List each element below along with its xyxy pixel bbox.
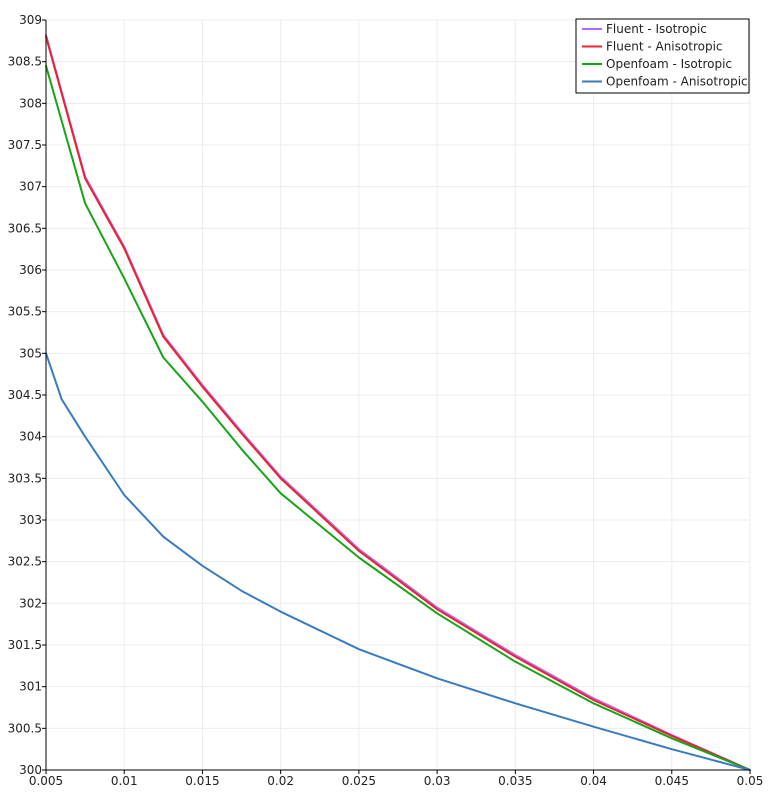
x-tick-label-0: 0.005 [29,774,63,788]
series-line-1 [45,35,751,771]
x-tick-label-5: 0.03 [424,774,451,788]
y-tick-label-4: 302 [19,596,42,610]
series-layer [45,34,751,771]
y-tick-label-15: 307.5 [8,138,42,152]
y-tick-label-6: 303 [19,513,42,527]
x-tick-label-7: 0.04 [580,774,607,788]
x-tick-label-4: 0.025 [342,774,376,788]
y-tick-label-7: 303.5 [8,471,42,485]
legend: Fluent - Isotropic Fluent - Anisotropic Op… [575,18,750,94]
legend-label-3: Openfoam - Anisotropic [606,75,748,89]
x-tick-label-9: 0.05 [737,774,764,788]
x-tick-label-8: 0.045 [655,774,689,788]
y-tick-label-14: 307 [19,180,42,194]
axes-layer: 300 300.5 301 301.5 302 302.5 303 303.5 304 304.5… [8,13,764,788]
y-tick-label-16: 308 [19,96,42,110]
x-tick-label-3: 0.02 [267,774,294,788]
x-tick-label-1: 0.01 [111,774,138,788]
y-tick-label-10: 305 [19,346,42,360]
y-tick-label-18: 309 [19,13,42,27]
y-tick-label-0: 300 [19,763,42,777]
y-tick-label-3: 301.5 [8,638,42,652]
y-tick-label-12: 306 [19,263,42,277]
y-tick-label-5: 302.5 [8,555,42,569]
legend-label-0: Fluent - Isotropic [606,22,707,36]
x-tick-label-2: 0.015 [185,774,219,788]
y-tick-label-8: 304 [19,430,42,444]
legend-label-2: Openfoam - Isotropic [606,57,732,71]
y-tick-label-2: 301 [19,680,42,694]
y-tick-label-17: 308.5 [8,55,42,69]
y-tick-label-13: 306.5 [8,221,42,235]
grid-layer [45,19,751,771]
x-tick-label-6: 0.035 [498,774,532,788]
y-tick-label-11: 305.5 [8,305,42,319]
legend-box [575,18,750,94]
series-line-3 [45,352,751,771]
y-tick-label-9: 304.5 [8,388,42,402]
series-line-2 [45,64,751,771]
legend-label-1: Fluent - Anisotropic [606,40,723,54]
y-tick-label-1: 300.5 [8,721,42,735]
